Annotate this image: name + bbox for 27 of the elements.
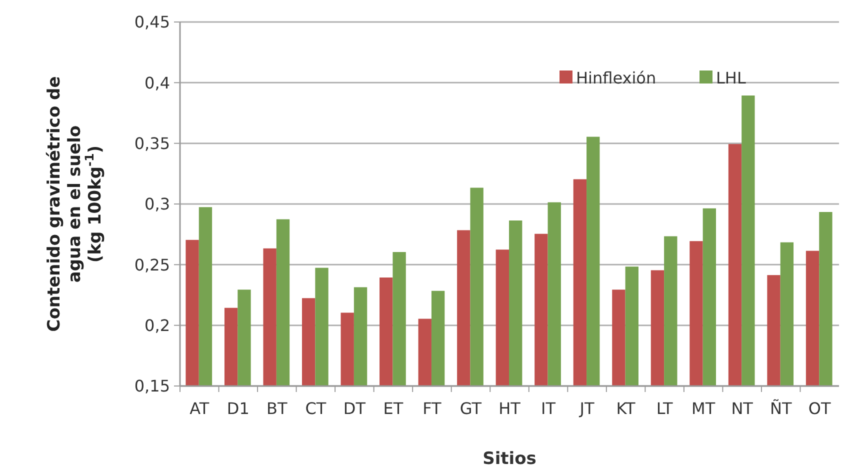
- y-tick-label: 0,15: [134, 376, 170, 396]
- x-tick-label: FT: [422, 399, 442, 418]
- x-tick-label: GT: [460, 399, 482, 418]
- x-axis-title: Sitios: [482, 449, 536, 469]
- x-tick-label: KT: [616, 399, 636, 418]
- y-tick-label: 0,3: [144, 194, 170, 214]
- x-tick-label: HT: [498, 399, 521, 418]
- x-tick-label: CT: [305, 399, 326, 418]
- y-tick-label: 0,45: [134, 12, 170, 32]
- x-tick-label: AT: [190, 399, 210, 418]
- y-tick-label: 0,25: [134, 255, 170, 274]
- x-tick-label: DT: [343, 399, 366, 418]
- x-tick-label: BT: [266, 399, 288, 418]
- x-tick-label: ÑT: [770, 399, 792, 418]
- x-tick-label: IT: [541, 399, 556, 418]
- x-tick-label: D1: [226, 399, 250, 418]
- x-tick-label: MT: [692, 399, 716, 418]
- x-tick-label: ET: [383, 399, 404, 418]
- y-tick-label: 0,35: [134, 134, 170, 153]
- y-tick-label: 0,2: [144, 316, 170, 335]
- y-tick-label: 0,4: [144, 73, 170, 92]
- x-tick-label: LT: [656, 399, 674, 418]
- x-tick-label: OT: [808, 399, 832, 418]
- legend-label: Hinflexión: [576, 68, 656, 88]
- legend-label: LHL: [716, 68, 746, 88]
- x-tick-label: NT: [731, 399, 754, 418]
- x-tick-label: JT: [578, 399, 594, 418]
